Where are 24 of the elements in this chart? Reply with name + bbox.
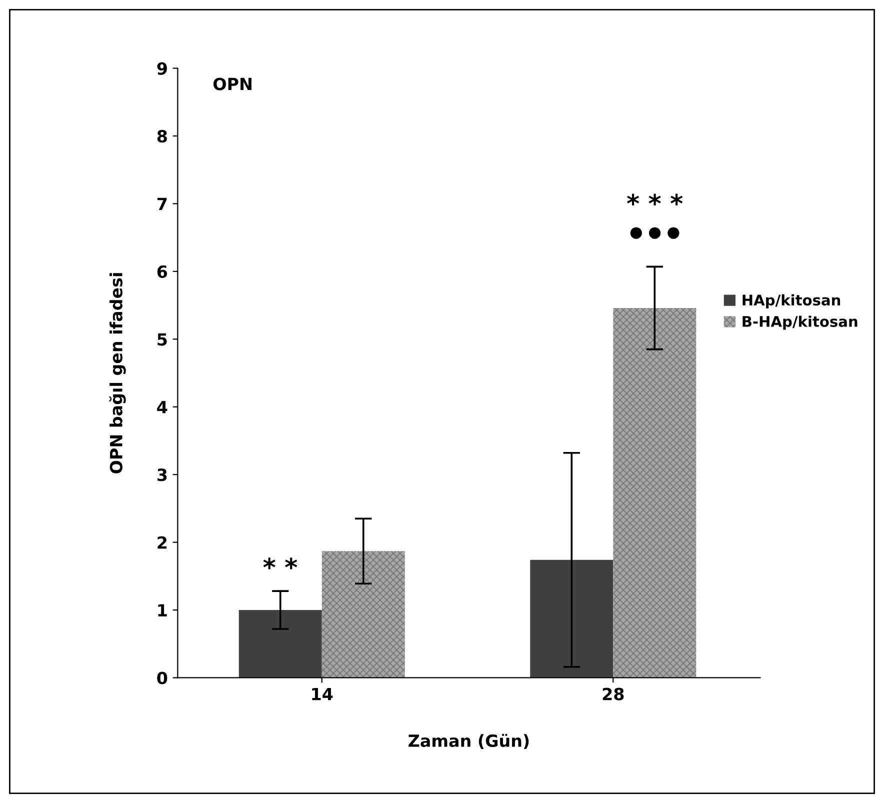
x-tick-label: 14 [312, 688, 333, 700]
y-tick-label: 4 [157, 401, 168, 414]
annotation: * * * [626, 194, 683, 206]
legend-label: HAp/kitosan [742, 294, 840, 308]
bar [238, 610, 322, 678]
y-tick-label: 8 [157, 130, 167, 143]
x-axis-title: Zaman (Gün) [408, 734, 529, 749]
x-tick-label: 28 [602, 688, 624, 700]
bar [322, 551, 405, 678]
bar [530, 560, 614, 678]
y-tick-label: 7 [157, 198, 167, 210]
y-tick-label: 0 [157, 672, 168, 684]
y-tick-label: 5 [158, 333, 167, 346]
legend-label: B-HAp/kitosan [742, 316, 858, 330]
bar [613, 308, 696, 678]
annotation: * * [263, 558, 298, 570]
y-tick-label: 9 [157, 62, 167, 75]
y-axis-title: OPN bağıl gen ifadesi [109, 273, 126, 474]
y-tick-label: 3 [157, 468, 167, 482]
chart-title: OPN [213, 78, 252, 90]
y-tick-label: 2 [158, 536, 167, 549]
y-tick-label: 6 [157, 265, 168, 278]
annotation: ● ● ● [630, 227, 680, 239]
y-tick-label: 1 [158, 604, 167, 616]
